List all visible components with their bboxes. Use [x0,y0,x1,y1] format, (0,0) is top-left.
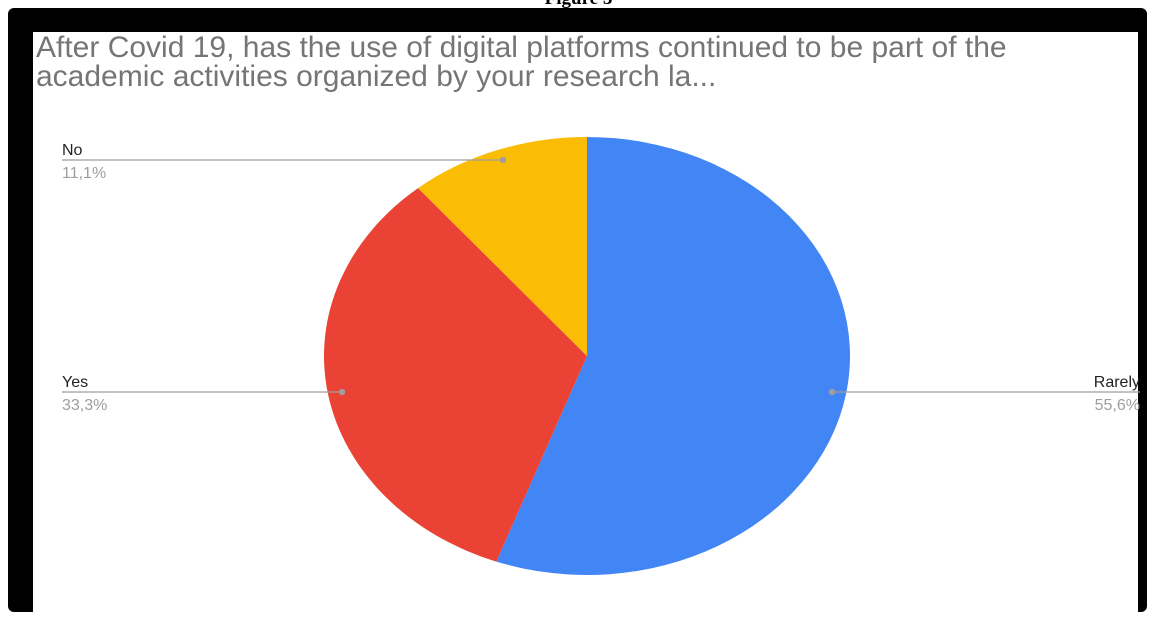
slice-percent-rarely: 55,6% [1095,397,1140,414]
callout-dot-yes [338,388,346,396]
slice-percent-yes: 33,3% [62,397,107,414]
figure-caption: Figure 3 [0,0,1157,10]
slice-label-yes: Yes [62,374,88,391]
slice-label-rarely: Rarely [1094,374,1140,391]
chart-title: After Covid 19, has the use of digital p… [36,31,1007,93]
callout-dot-no [499,156,507,164]
pie-slice-rarely [496,137,850,575]
callout-dot-rarely [828,388,836,396]
pie-slice-yes [324,188,587,562]
slice-percent-no: 11,1% [62,165,106,182]
slice-label-no: No [62,142,83,159]
pie-slice-no [418,137,587,356]
